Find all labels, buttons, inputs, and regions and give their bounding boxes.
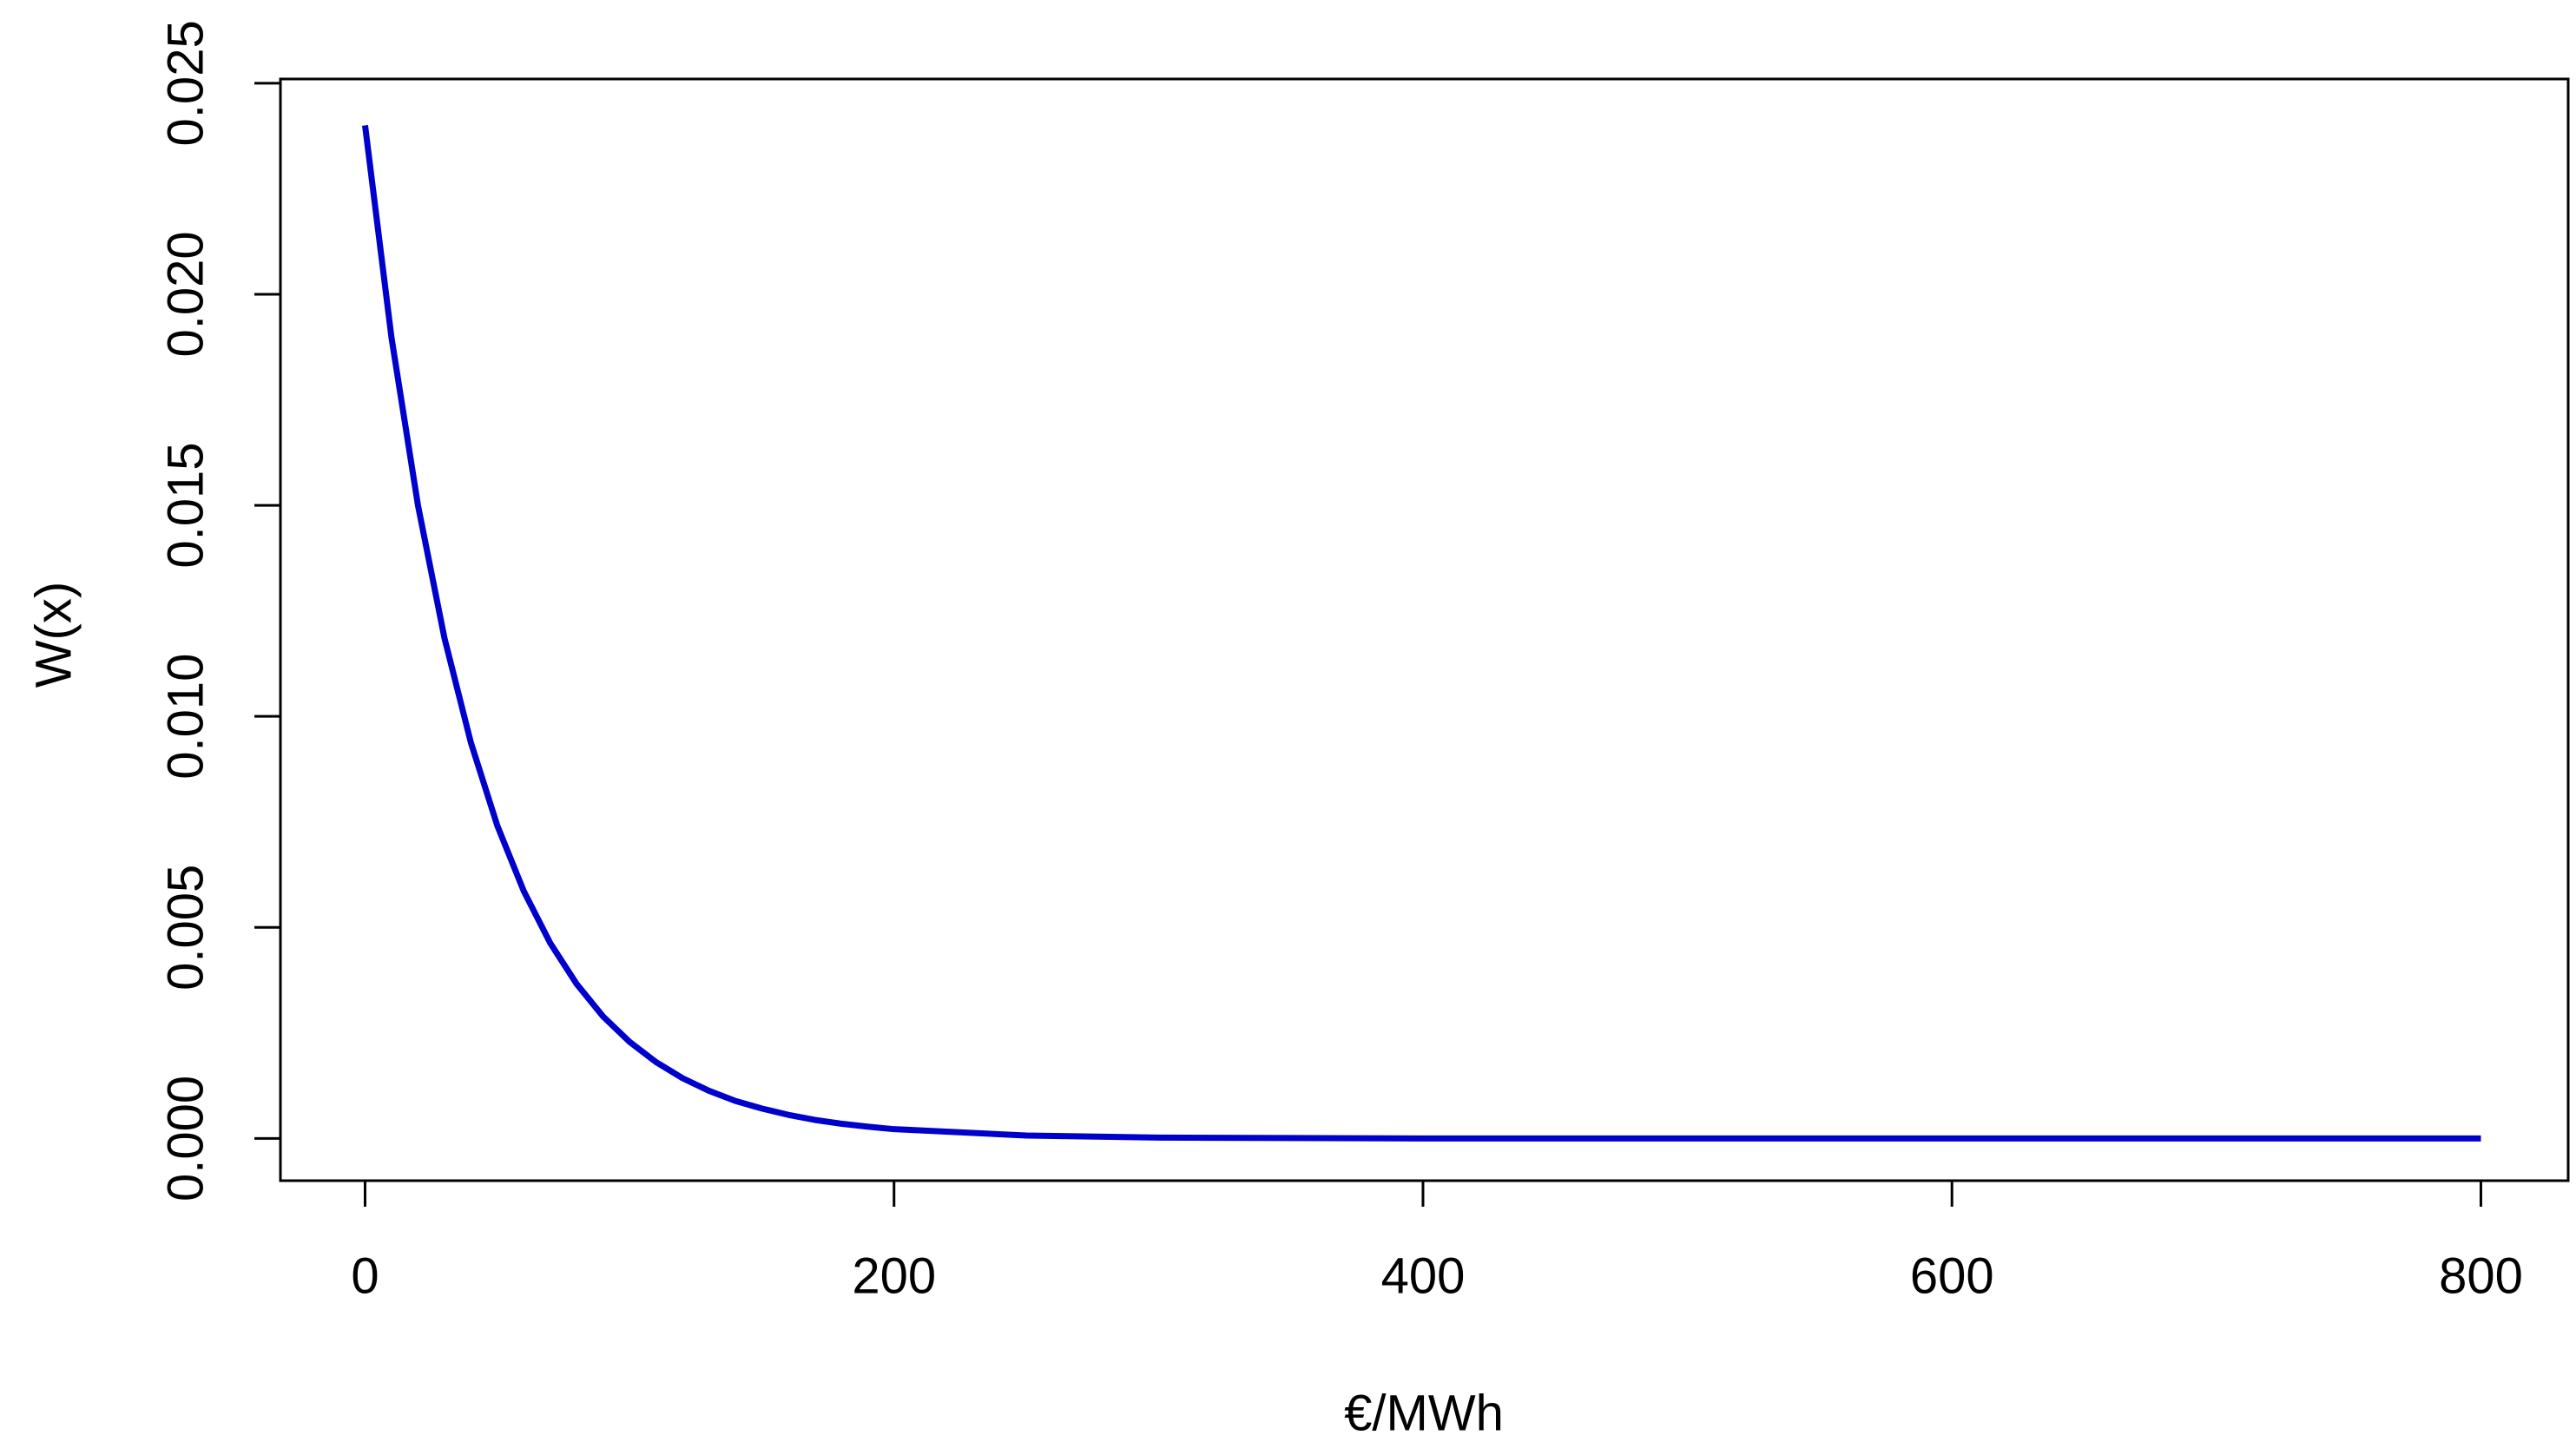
x-axis-title: €/MWh — [1344, 1385, 1504, 1441]
y-axis-title: W(x) — [25, 582, 82, 688]
x-tick-label: 400 — [1381, 1248, 1466, 1304]
y-tick-label: 0.000 — [157, 1076, 214, 1202]
x-tick-label: 0 — [351, 1248, 379, 1304]
data-line — [362, 125, 2481, 1142]
plot-frame — [279, 77, 2570, 1182]
y-tick-label: 0.015 — [157, 442, 214, 568]
y-tick-label: 0.025 — [157, 20, 214, 146]
x-tick-label: 600 — [1910, 1248, 1994, 1304]
y-tick-label: 0.005 — [157, 865, 214, 991]
y-tick-label: 0.010 — [157, 654, 214, 780]
x-tick-label: 200 — [852, 1248, 936, 1304]
y-tick-label: 0.020 — [157, 231, 214, 357]
x-tick-label: 800 — [2439, 1248, 2523, 1304]
